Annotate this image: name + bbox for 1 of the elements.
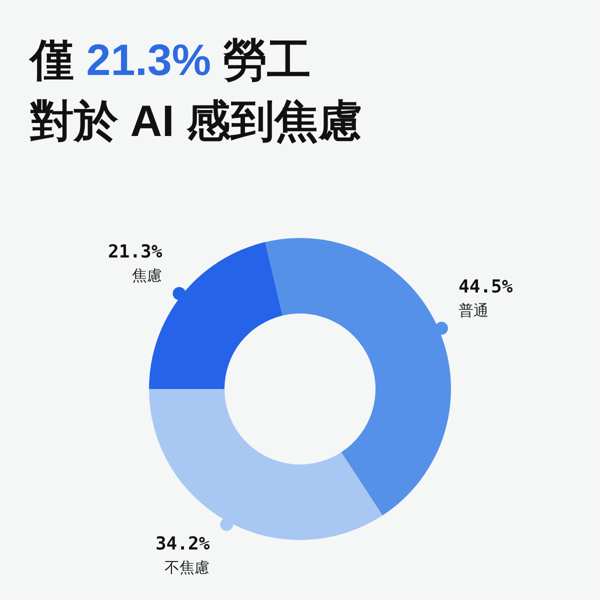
title: 僅 21.3% 勞工對於 AI 感到焦慮 (30, 35, 362, 148)
